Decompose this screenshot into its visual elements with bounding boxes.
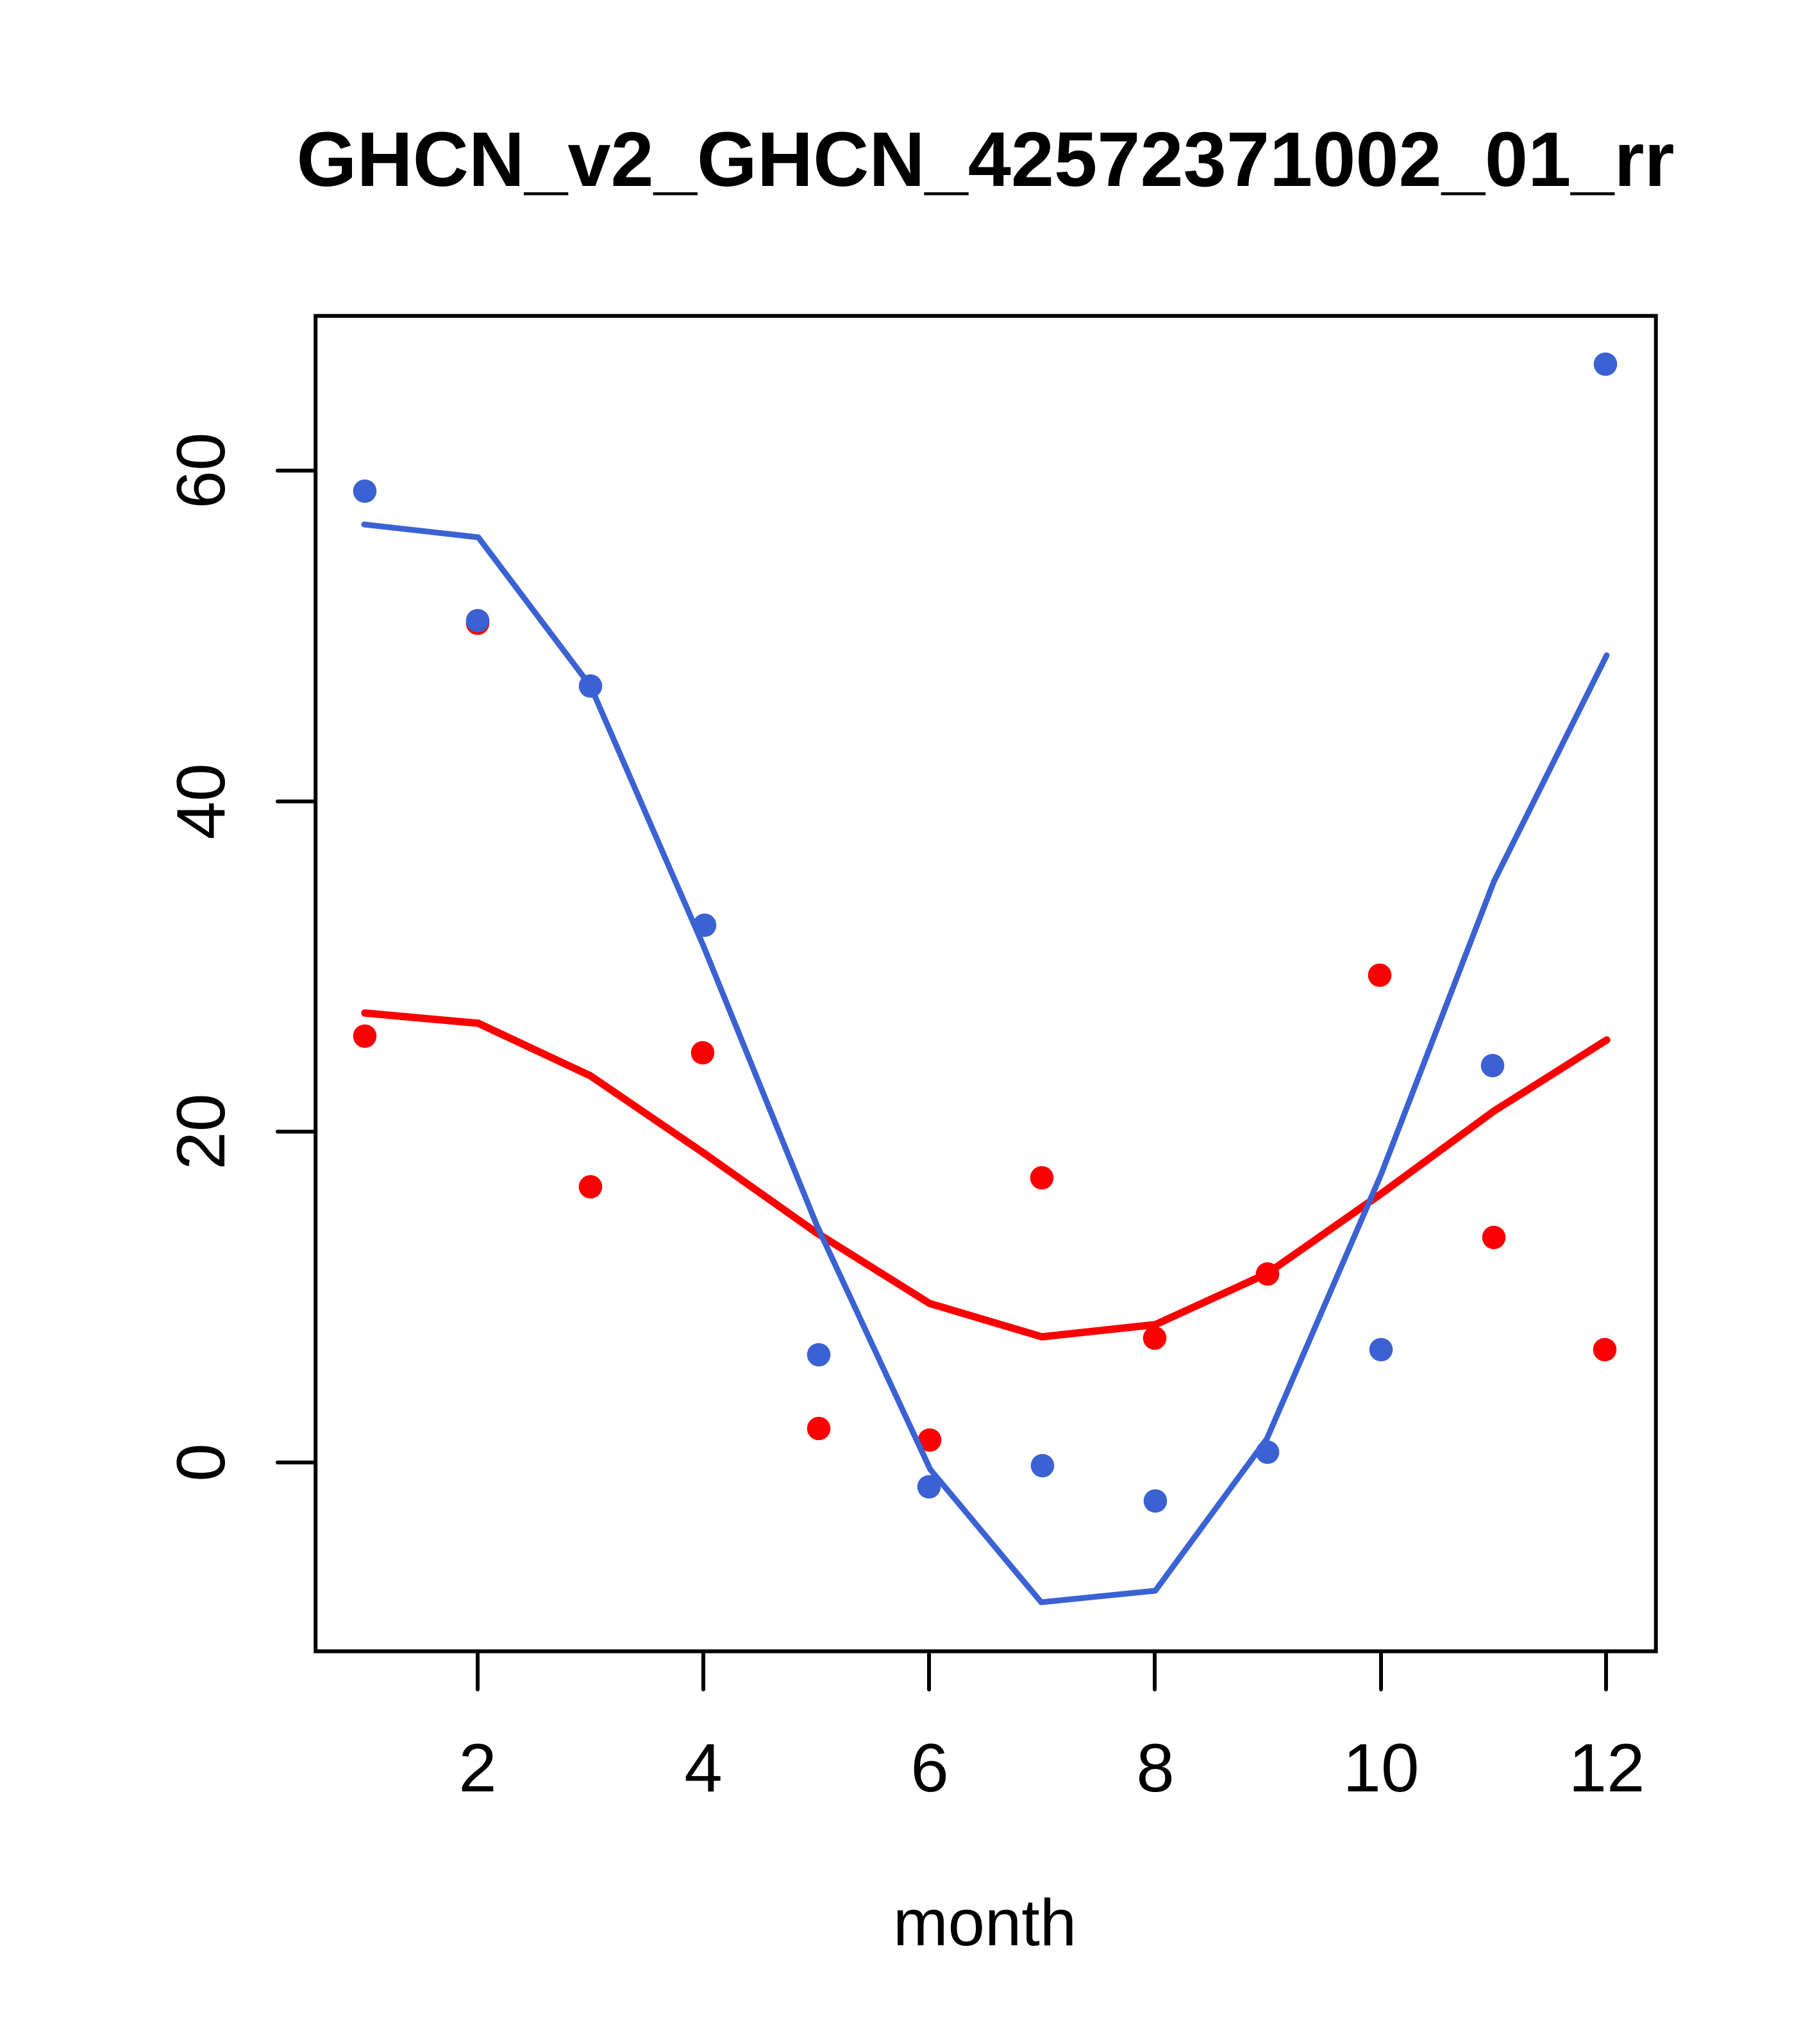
svg-text:4: 4 [684,1729,723,1806]
svg-text:0: 0 [162,1443,239,1482]
svg-text:GHCN_v2_GHCN_42572371002_01_rr: GHCN_v2_GHCN_42572371002_01_rr [297,116,1675,203]
svg-text:month: month [893,1886,1076,1959]
svg-text:2: 2 [458,1729,497,1806]
svg-text:10: 10 [1343,1729,1419,1806]
svg-text:12: 12 [1568,1729,1645,1806]
svg-text:40: 40 [162,763,239,839]
svg-text:60: 60 [162,432,239,508]
svg-text:6: 6 [910,1729,949,1806]
svg-text:8: 8 [1136,1729,1175,1806]
svg-text:20: 20 [162,1093,239,1169]
